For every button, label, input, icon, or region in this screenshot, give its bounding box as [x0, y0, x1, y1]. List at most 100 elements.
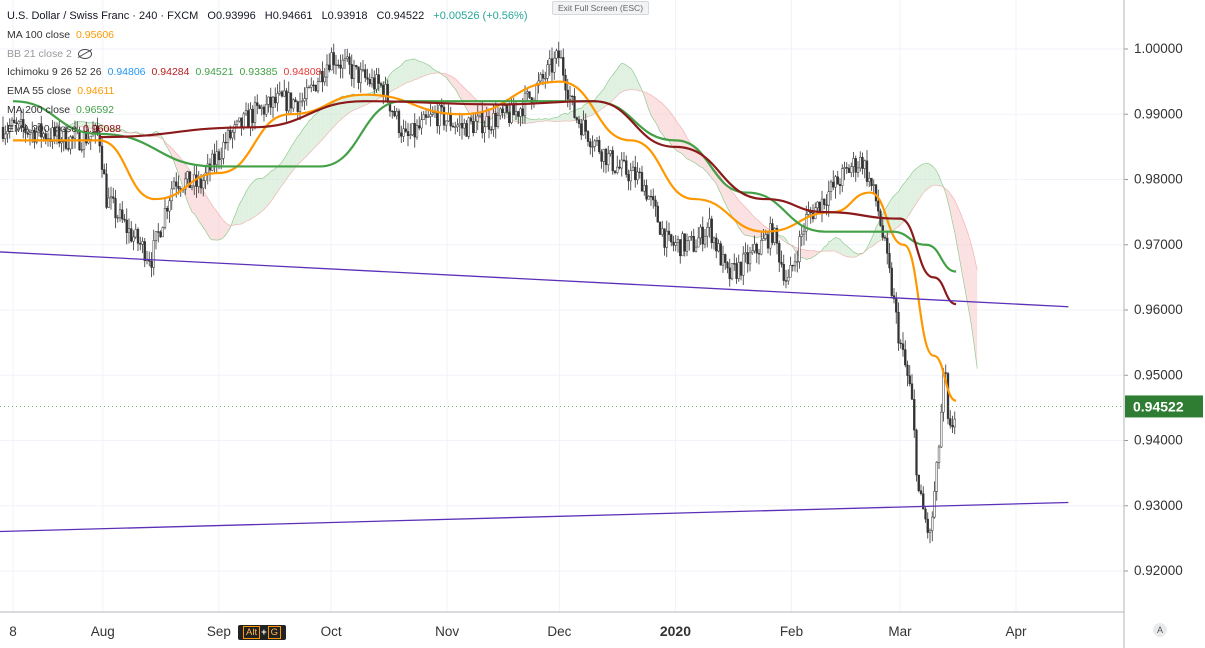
- cloud-segment: [905, 178, 908, 221]
- y-tick-label: 0.92000: [1134, 563, 1183, 578]
- cloud-segment: [462, 85, 465, 105]
- candle-body: [796, 261, 799, 263]
- cloud-segment: [660, 101, 663, 134]
- cloud-segment: [318, 110, 321, 145]
- legend-indicator-row[interactable]: EMA 200 close 0.96088: [7, 120, 533, 139]
- candle-body: [134, 229, 137, 238]
- candle-body: [712, 237, 716, 244]
- candle-body: [415, 125, 419, 138]
- cloud-segment: [196, 179, 199, 221]
- candle-body: [4, 133, 7, 139]
- candle-body: [143, 241, 146, 262]
- candle-body: [901, 343, 905, 350]
- candle-body: [735, 263, 738, 279]
- cloud-segment: [745, 207, 748, 236]
- candle-body: [550, 58, 554, 73]
- cloud-segment: [327, 104, 330, 135]
- cloud-segment: [844, 244, 847, 257]
- candle-body: [397, 110, 401, 134]
- candle-body: [71, 136, 74, 139]
- indicator-value: 0.94808: [283, 66, 322, 79]
- exit-fullscreen-button[interactable]: Exit Full Screen (ESC): [552, 1, 650, 15]
- trendline[interactable]: [0, 251, 1069, 308]
- legend-indicator-row[interactable]: MA 100 close 0.95606: [7, 26, 533, 45]
- candle-body: [334, 64, 338, 66]
- cloud-segment: [529, 119, 532, 123]
- candle-body: [58, 126, 61, 144]
- candle-body: [926, 518, 929, 533]
- indicator-label: EMA 55 close: [7, 85, 72, 98]
- candle-body: [357, 66, 360, 83]
- candle-body: [197, 178, 200, 187]
- candle-body: [305, 87, 308, 99]
- candle-body: [316, 81, 320, 92]
- candle-body: [55, 126, 59, 137]
- candle-body: [847, 167, 851, 173]
- plus-sign: +: [261, 627, 267, 638]
- cloud-segment: [311, 116, 314, 152]
- cloud-segment: [970, 241, 973, 335]
- candle-body: [40, 123, 43, 138]
- candle-body: [231, 131, 234, 139]
- candle-body: [769, 223, 772, 249]
- cloud-segment: [266, 173, 269, 208]
- trendline[interactable]: [0, 501, 1069, 533]
- candle-body: [33, 129, 36, 143]
- candle-body: [683, 233, 686, 252]
- candle-body: [694, 246, 698, 252]
- candle-body: [6, 130, 9, 135]
- cloud-segment: [90, 122, 93, 130]
- eye-hidden-icon[interactable]: [77, 48, 92, 59]
- cloud-segment: [907, 176, 910, 218]
- candle-body: [222, 141, 225, 159]
- candle-body: [620, 159, 623, 169]
- cloud-segment: [579, 108, 582, 120]
- candle-body: [310, 84, 313, 88]
- candle-body: [141, 241, 144, 245]
- candle-body: [483, 126, 486, 134]
- candle-body: [62, 129, 65, 142]
- candle-body: [717, 243, 720, 252]
- trendlines: [0, 251, 1069, 533]
- cloud-segment: [581, 105, 584, 120]
- candle-body: [557, 50, 560, 59]
- candle-body: [703, 235, 707, 245]
- candle-body: [870, 177, 873, 186]
- cloud-segment: [925, 163, 928, 191]
- cloud-segment: [736, 197, 739, 228]
- candle-body: [895, 298, 898, 313]
- candle-body: [60, 141, 63, 144]
- x-tick-label: Nov: [435, 624, 459, 639]
- cloud-segment: [556, 116, 559, 122]
- cloud-segment: [552, 117, 555, 122]
- auto-scale-icon[interactable]: A: [1153, 623, 1167, 637]
- candle-body: [114, 198, 117, 219]
- legend-indicator-row[interactable]: Ichimoku 9 26 52 26 0.94806 0.94284 0.94521…: [7, 63, 533, 82]
- candle-body: [658, 221, 662, 235]
- cloud-segment: [759, 221, 762, 237]
- cloud-segment: [682, 129, 685, 157]
- candle-body: [496, 115, 500, 128]
- symbol-title[interactable]: U.S. Dollar / Swiss Franc · 240 · FXCM: [7, 10, 199, 22]
- cloud-segment: [246, 187, 249, 222]
- candle-body: [136, 229, 140, 244]
- legend-indicator-row[interactable]: EMA 55 close 0.94611: [7, 82, 533, 101]
- cloud-segment: [957, 205, 960, 258]
- candle-body: [652, 196, 655, 201]
- candle-body: [393, 111, 396, 117]
- legend-indicator-row[interactable]: MA 200 close 0.96592: [7, 101, 533, 120]
- candle-body: [116, 217, 119, 219]
- cloud-segment: [554, 117, 557, 122]
- cloud-segment: [239, 200, 242, 225]
- cloud-segment: [948, 190, 951, 212]
- candle-body: [670, 234, 673, 243]
- candle-body: [733, 263, 736, 265]
- candle-body: [265, 104, 268, 115]
- candle-body: [379, 83, 383, 86]
- cloud-segment: [428, 65, 431, 75]
- candle-body: [13, 119, 16, 124]
- candle-body: [802, 230, 806, 235]
- candle-body: [271, 96, 275, 108]
- legend-indicator-row[interactable]: BB 21 close 2: [7, 45, 533, 64]
